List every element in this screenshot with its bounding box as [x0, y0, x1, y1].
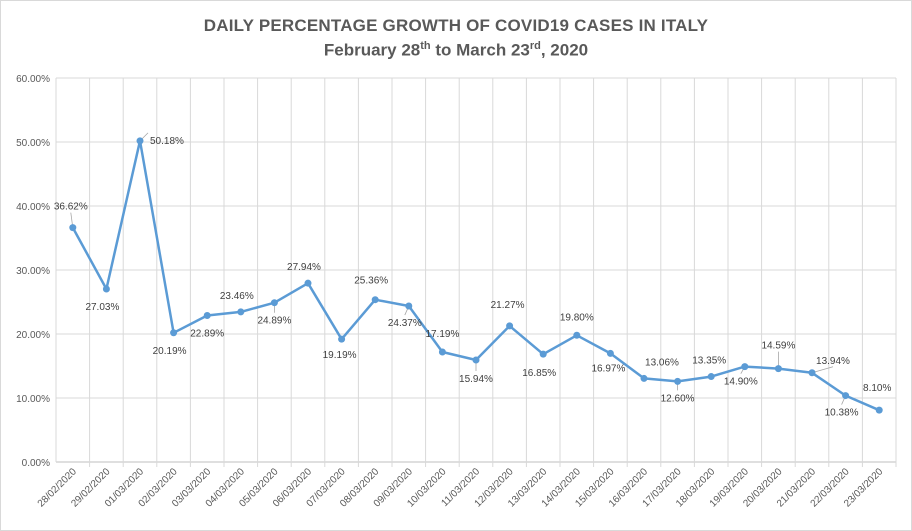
data-point [606, 349, 614, 357]
data-point [640, 374, 648, 382]
data-point [707, 373, 715, 381]
data-label: 13.06% [645, 357, 679, 368]
chart-subtitle: February 28th to March 23rd, 2020 [0, 40, 912, 61]
data-label: 25.36% [354, 276, 388, 287]
data-point [338, 335, 346, 343]
data-point [674, 377, 682, 385]
data-label: 23.46% [220, 291, 254, 302]
data-label: 14.59% [761, 341, 795, 352]
data-point [741, 363, 749, 371]
data-label: 36.62% [54, 202, 88, 213]
data-point [270, 299, 278, 307]
data-point [875, 406, 883, 414]
data-point [842, 392, 850, 400]
chart-title: DAILY PERCENTAGE GROWTH OF COVID19 CASES… [203, 16, 709, 35]
y-tick-label: 0.00% [22, 458, 50, 469]
data-point [506, 322, 514, 330]
data-label: 27.03% [85, 302, 119, 313]
data-label: 10.38% [825, 408, 859, 419]
subtitle-sup-1: th [420, 40, 431, 52]
y-tick-label: 20.00% [16, 330, 50, 341]
data-point [203, 312, 211, 320]
subtitle-part-1: February 28 [323, 40, 421, 60]
subtitle-part-2: to March 23 [430, 40, 530, 60]
data-point [405, 302, 413, 310]
data-label: 24.37% [388, 318, 422, 329]
subtitle-sup-2: rd [529, 40, 541, 52]
data-label: 12.60% [661, 393, 695, 404]
data-label: 20.19% [153, 346, 187, 357]
y-tick-label: 10.00% [16, 394, 50, 405]
data-label: 19.19% [323, 350, 357, 361]
data-label: 27.94% [287, 262, 321, 273]
subtitle-part-3: , 2020 [540, 40, 589, 60]
data-point [170, 329, 178, 337]
y-tick-label: 50.00% [16, 138, 50, 149]
data-label: 24.89% [257, 316, 291, 327]
data-point [539, 350, 547, 358]
data-point [438, 348, 446, 356]
y-tick-label: 40.00% [16, 202, 50, 213]
data-label: 19.80% [560, 312, 594, 323]
data-point [808, 369, 816, 377]
data-point [573, 331, 581, 339]
data-label: 15.94% [459, 374, 493, 385]
data-point [774, 365, 782, 373]
data-label: 16.85% [522, 368, 556, 379]
data-point [371, 296, 379, 304]
data-label: 8.10% [863, 383, 891, 394]
y-tick-label: 60.00% [16, 74, 50, 85]
data-label: 21.27% [491, 300, 525, 311]
data-point [304, 279, 312, 287]
data-label: 13.35% [692, 356, 726, 367]
label-leader-line [811, 366, 834, 374]
data-point [136, 137, 144, 145]
data-label: 13.94% [816, 356, 850, 367]
data-point [472, 356, 480, 364]
data-label: 14.90% [724, 377, 758, 388]
data-label: 16.97% [591, 363, 625, 374]
data-point [69, 224, 77, 232]
data-label: 17.19% [425, 329, 459, 340]
data-label: 50.18% [150, 136, 184, 147]
data-label: 22.89% [190, 329, 224, 340]
y-tick-label: 30.00% [16, 266, 50, 277]
data-point [102, 285, 110, 293]
data-point [237, 308, 245, 316]
